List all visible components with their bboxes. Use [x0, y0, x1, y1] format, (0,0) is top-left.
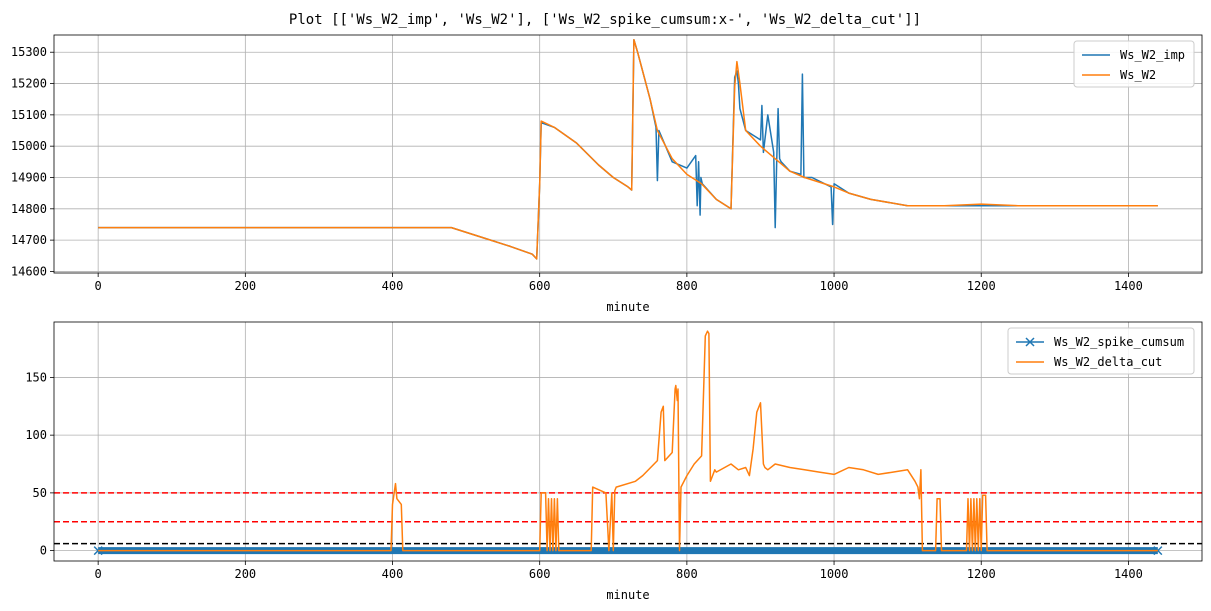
bottom-series-ws-w2-spike-cumsum-marker [1153, 546, 1163, 556]
bottom-series-ws-w2-spike-cumsum-markers [98, 547, 1158, 555]
bottom-x-tick-label: 600 [529, 567, 551, 581]
bottom-x-tick-label: 1000 [820, 567, 849, 581]
bottom-legend-marker [1025, 337, 1035, 347]
top-y-tick-label: 15200 [11, 77, 47, 91]
top-legend-label: Ws_W2_imp [1120, 48, 1185, 62]
top-legend: Ws_W2_imp Ws_W2 [1073, 40, 1195, 88]
bottom-y-tick-label: 0 [40, 544, 47, 558]
bottom-series-ws-w2-spike-cumsum-marker [93, 546, 103, 556]
bottom-x-tick-label: 200 [234, 567, 256, 581]
top-x-tick-label: 400 [382, 279, 404, 293]
plot-top: 0 200 400 600 800 1000 1200 1400 14600 14700 14800… [11, 34, 1203, 314]
bottom-x-tick-label: 1200 [967, 567, 996, 581]
top-x-tick-label: 1000 [820, 279, 849, 293]
figure-title: Plot [['Ws_W2_imp', 'Ws_W2'], ['Ws_W2_sp… [289, 12, 921, 28]
bottom-legend-box [1007, 327, 1195, 375]
bottom-y-tick-label: 50 [33, 486, 47, 500]
top-x-tick-label: 0 [95, 279, 102, 293]
bottom-x-tick-label: 400 [382, 567, 404, 581]
bottom-legend: Ws_W2_spike_cumsum Ws_W2_delta_cut [1007, 327, 1195, 375]
bottom-y-tick-label: 150 [25, 370, 47, 384]
bottom-series-ws-w2-delta-cut [98, 330, 1158, 552]
top-legend-label: Ws_W2 [1120, 68, 1156, 82]
bottom-legend-label: Ws_W2_spike_cumsum [1054, 335, 1184, 349]
top-y-tick-label: 15300 [11, 45, 47, 59]
top-x-tick-label: 1400 [1114, 279, 1143, 293]
top-series-ws-w2 [98, 38, 1158, 260]
bottom-y-tick-label: 100 [25, 428, 47, 442]
top-x-tick-label: 1200 [967, 279, 996, 293]
bottom-x-tick-label: 800 [676, 567, 698, 581]
top-x-tick-label: 200 [234, 279, 256, 293]
top-y-tick-label: 14800 [11, 202, 47, 216]
bottom-x-tick-label: 0 [95, 567, 102, 581]
bottom-x-axis-label: minute [606, 588, 649, 602]
top-y-tick-label: 15100 [11, 108, 47, 122]
top-x-tick-label: 600 [529, 279, 551, 293]
top-y-tick-label: 14600 [11, 264, 47, 278]
top-axes-frame [53, 34, 1203, 274]
top-y-tick-label: 15000 [11, 139, 47, 153]
top-x-axis-label: minute [606, 300, 649, 314]
plot-bottom: 0 200 400 600 800 1000 1200 1400 0 50 100 150 minute… [25, 321, 1203, 602]
top-x-tick-label: 800 [676, 279, 698, 293]
top-y-tick-label: 14700 [11, 233, 47, 247]
top-y-tick-label: 14900 [11, 170, 47, 184]
bottom-legend-label: Ws_W2_delta_cut [1054, 355, 1162, 369]
bottom-axes-frame [53, 321, 1203, 562]
bottom-x-tick-label: 1400 [1114, 567, 1143, 581]
